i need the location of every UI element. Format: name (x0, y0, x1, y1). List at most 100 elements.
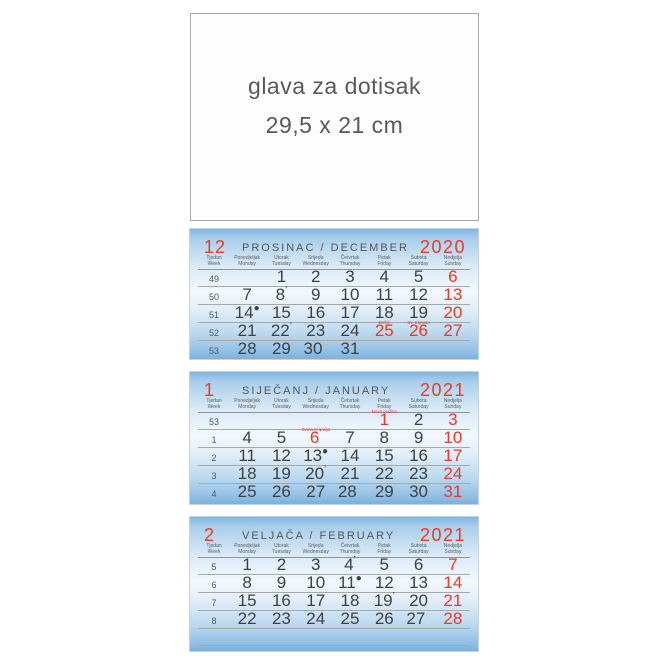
year-label: 2020 (419, 237, 466, 257)
imprint-header-block: glava za dotisak 29,5 x 21 cm (190, 13, 479, 221)
day-number: 22 (270, 321, 290, 340)
moon-phase-icon: ● (253, 303, 260, 314)
day-number: 15 (374, 446, 394, 465)
day-cell (436, 644, 470, 645)
day-of-week-header: Utorak Tuesday (271, 255, 291, 267)
day-of-week-header: Nedjelja Sunday (443, 543, 462, 555)
day-cell: 30 (401, 482, 435, 501)
day-cell: 6’ Sveta tri kralja (299, 427, 333, 447)
day-cell: 20 (436, 304, 470, 322)
day-number: 30 (303, 339, 323, 358)
day-number: 21 (340, 464, 360, 483)
day-cell: 13 (436, 285, 470, 304)
day-number: 25 (374, 321, 394, 340)
day-of-week-header: Četvrtak Thursday (339, 255, 361, 267)
day-of-week-header: Srijeda Wednesday (302, 398, 329, 410)
week-number: 4 (211, 489, 217, 499)
day-of-week-header: Tjedan Week (206, 398, 222, 410)
day-number: 7 (448, 555, 458, 574)
day-number: 27 (406, 609, 426, 628)
day-of-week-header: Tjedan Week (206, 543, 222, 555)
day-cell: 7 (230, 286, 264, 304)
day-cell: 27○ (401, 609, 435, 628)
day-cell: 29 (367, 483, 401, 501)
week-row: 6 8 9 10 11● 12 13 14 (198, 573, 470, 593)
day-of-week-header: Srijeda Wednesday (302, 255, 329, 267)
day-of-week-header: Subota Saturday (408, 543, 429, 555)
day-number: 18 (340, 591, 360, 610)
day-number: 15 (237, 591, 257, 610)
day-cell: 27 (299, 483, 333, 501)
day-cell: 28○ (333, 482, 367, 501)
day-cell: 14● (230, 303, 264, 322)
day-cell: 26 (367, 609, 401, 628)
day-cell: 30○ (299, 339, 333, 358)
day-number: 11 (238, 446, 256, 465)
day-cell: 9 (401, 429, 435, 447)
day-cell: 31 (436, 482, 470, 501)
week-row: 4 25 26 27 28○ 29 30 31 (198, 482, 470, 502)
month-name: PROSINAC / DECEMBER (242, 242, 409, 254)
day-number: 31 (340, 339, 360, 358)
day-number: 10 (443, 428, 463, 447)
day-cell: 19 (401, 304, 435, 322)
day-cell: 3 (436, 411, 470, 429)
week-row: 53 1 Nova godina 2 3 (198, 409, 470, 430)
calendar-panel-december: 12 PROSINAC / DECEMBER 2020 Tjedan Week Po… (189, 228, 479, 360)
day-cell: 23 (401, 465, 435, 483)
week-number: 53 (208, 417, 219, 427)
calendar-panel-january: 1 SIJEČANJ / JANUARY 2021 Tjedan Week Pone… (189, 371, 479, 505)
day-number: 30 (409, 482, 429, 501)
day-number: 17 (443, 446, 463, 465)
day-number: 15 (271, 303, 291, 322)
day-number: 23 (306, 321, 326, 340)
week-number: 5 (211, 562, 217, 572)
moon-phase-icon: ○ (356, 482, 363, 492)
day-cell: 2 (299, 268, 333, 286)
day-number: 9 (276, 573, 287, 592)
day-number: 19 (373, 591, 393, 610)
day-of-week-header-row: Tjedan Week Ponedjeljak Monday Utorak Tuesday… (198, 398, 470, 413)
day-number: 25 (237, 482, 257, 501)
day-number: 8 (275, 285, 286, 304)
holiday-label: Sv. Stjepan (407, 320, 430, 325)
day-cell: 14 (436, 574, 470, 592)
day-number: 8 (379, 428, 390, 447)
holiday-label: Božić (378, 320, 390, 325)
day-number: 26 (374, 609, 394, 628)
day-number: 12 (409, 285, 429, 304)
imprint-text-line1: glava za dotisak (248, 73, 421, 99)
week-number (198, 643, 230, 645)
day-cell: 28 (436, 610, 470, 628)
day-cell: 10 (333, 286, 367, 304)
day-cell (367, 644, 401, 645)
day-number: 31 (443, 482, 463, 501)
week-row: 53 28 29 30○ 31 (198, 339, 470, 359)
day-cell: 6 (436, 268, 470, 286)
day-of-week-header: Srijeda Wednesday (302, 543, 329, 555)
day-of-week-header: Utorak Tuesday (271, 398, 291, 410)
day-cell: 1 (264, 268, 298, 286)
day-cell: 22 (367, 464, 401, 483)
moon-phase-icon: ’ (392, 591, 395, 602)
day-of-week-header: Ponedjeljak Monday (234, 255, 261, 267)
day-of-week-header: Četvrtak Thursday (339, 398, 361, 410)
day-cell: 18 (367, 304, 401, 322)
moon-phase-icon: ● (322, 446, 329, 457)
day-cell: 24 (299, 610, 333, 628)
month-number: 2 (204, 525, 216, 545)
day-number: 13 (443, 285, 463, 304)
month-name: SIJEČANJ / JANUARY (242, 385, 391, 397)
day-of-week-header: Petak Friday (377, 543, 392, 555)
day-number: 24 (340, 321, 360, 340)
moon-phase-icon: ’ (324, 464, 327, 475)
day-number: 11 (338, 573, 356, 592)
day-cell: 2 (401, 411, 435, 429)
day-cell: 20 (401, 592, 435, 610)
imprint-text-line2: 29,5 x 21 cm (265, 112, 404, 138)
day-cell: 5 (264, 429, 298, 447)
day-number: 22 (374, 464, 394, 483)
day-cell: 3 (299, 556, 333, 574)
week-row: 52 21 22’ 23 24 25 Božić 26 Sv. Stjepan 27 (198, 320, 470, 341)
day-cell: 1 (230, 556, 264, 574)
